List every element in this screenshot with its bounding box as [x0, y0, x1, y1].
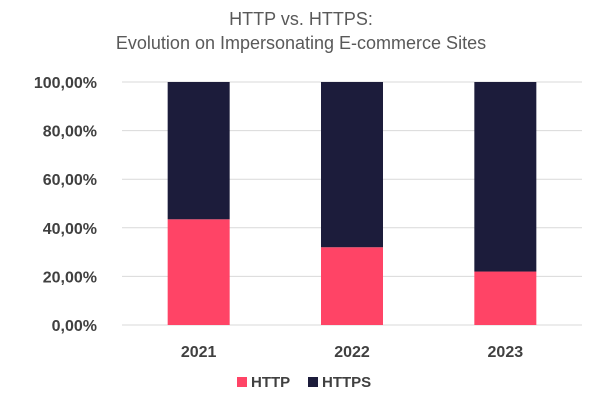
chart-title-line-1: HTTP vs. HTTPS:	[229, 9, 373, 29]
y-tick-label: 60,00%	[43, 172, 97, 189]
chart-title: HTTP vs. HTTPS: Evolution on Impersonati…	[116, 9, 486, 53]
bar-http-2023	[474, 271, 537, 325]
bar-https-2021	[167, 82, 230, 220]
bar-https-2023	[474, 82, 537, 272]
chart-title-line-2: Evolution on Impersonating E-commerce Si…	[116, 33, 486, 53]
bar-http-2021	[167, 219, 230, 325]
y-axis: 0,00% 20,00% 40,00% 60,00% 80,00% 100,00%	[34, 75, 97, 335]
x-axis: 2021 2022 2023	[181, 344, 523, 361]
y-tick-label: 80,00%	[43, 124, 97, 141]
legend-swatch-https	[308, 377, 318, 387]
bar-http-2022	[321, 247, 383, 325]
legend-label-https: HTTPS	[322, 374, 371, 391]
y-tick-label: 0,00%	[52, 318, 97, 335]
x-tick-label: 2022	[334, 344, 370, 361]
legend-label-http: HTTP	[251, 374, 290, 391]
y-tick-label: 40,00%	[43, 221, 97, 238]
x-tick-label: 2023	[488, 344, 524, 361]
legend: HTTP HTTPS	[237, 374, 371, 391]
x-tick-label: 2021	[181, 344, 217, 361]
bars	[167, 82, 537, 325]
bar-https-2022	[321, 82, 383, 248]
legend-swatch-http	[237, 377, 247, 387]
y-tick-label: 100,00%	[34, 75, 97, 92]
y-tick-label: 20,00%	[43, 269, 97, 286]
